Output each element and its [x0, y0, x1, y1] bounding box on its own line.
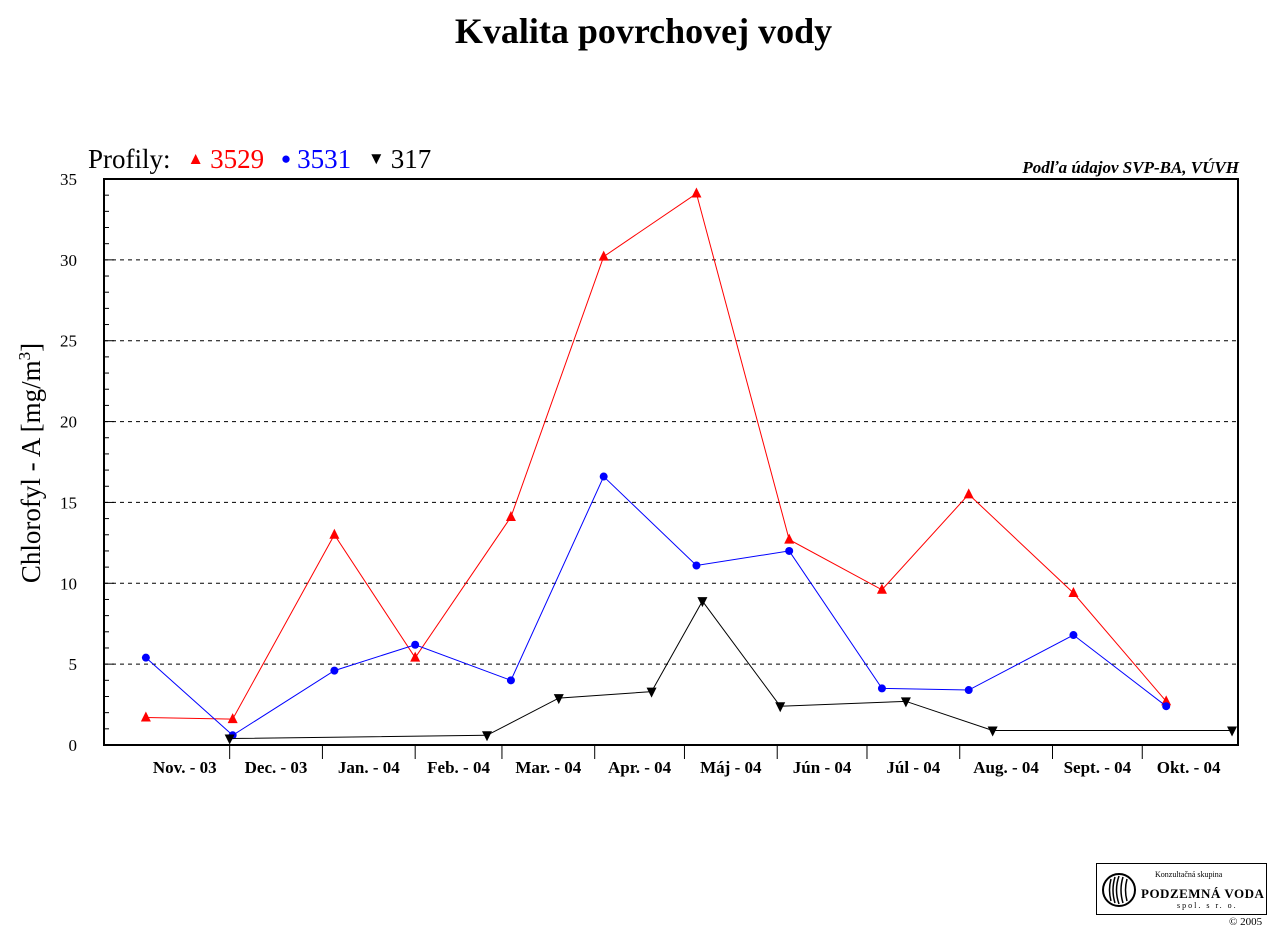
- logo-line1: Konzultačná skupina: [1155, 870, 1223, 879]
- y-tick-label: 20: [60, 413, 77, 432]
- x-tick-label: Mar. - 04: [515, 758, 581, 777]
- data-point-3529: [1068, 586, 1079, 597]
- company-logo: Konzultačná skupina PODZEMNÁ VODA spol. …: [1096, 863, 1267, 915]
- x-tick-label: Jan. - 04: [338, 758, 400, 777]
- legend-item-3531: ● 3531: [281, 144, 351, 175]
- data-point-3531: [964, 686, 973, 695]
- x-tick-label: Dec. - 03: [245, 758, 308, 777]
- x-tick-label: Aug. - 04: [973, 758, 1039, 777]
- data-point-3529: [329, 528, 340, 539]
- data-point-3531: [877, 684, 886, 693]
- series-line-3531: [145, 475, 1167, 736]
- logo-line3: spol. s r. o.: [1177, 901, 1238, 910]
- data-point-3531: [1162, 702, 1171, 711]
- data-point-317: [646, 687, 657, 698]
- data-point-317: [553, 694, 564, 705]
- logo-line2: PODZEMNÁ VODA: [1141, 886, 1265, 901]
- circle-icon: ●: [280, 149, 292, 168]
- y-tick-label: 5: [69, 655, 78, 674]
- x-tick-label: Apr. - 04: [608, 758, 672, 777]
- source-note: Podľa údajov SVP-BA, VÚVH: [1022, 158, 1239, 177]
- legend-prefix: Profily:: [88, 144, 171, 174]
- data-point-317: [481, 731, 492, 742]
- triangle-up-icon: ▲: [187, 149, 205, 168]
- legend-label-317: 317: [390, 144, 432, 174]
- data-point-317: [1227, 726, 1238, 737]
- x-tick-label: Júl - 04: [886, 758, 940, 777]
- data-point-3531: [330, 666, 339, 675]
- data-point-3529: [140, 711, 151, 722]
- copyright: © 2005: [1229, 916, 1263, 928]
- x-tick-label: Máj - 04: [700, 758, 762, 777]
- data-point-3531: [141, 653, 150, 662]
- data-point-3531: [411, 640, 420, 649]
- data-point-3529: [1161, 695, 1172, 706]
- y-tick-label: 15: [60, 493, 77, 512]
- data-point-317: [987, 726, 998, 737]
- x-tick-label: Okt. - 04: [1157, 758, 1221, 777]
- data-point-3531: [599, 472, 608, 481]
- triangle-down-icon: ▼: [367, 149, 385, 168]
- y-tick-label: 35: [60, 170, 77, 189]
- data-point-3529: [876, 583, 887, 594]
- data-point-3531: [1069, 631, 1078, 640]
- legend-item-317: ▼ 317: [368, 144, 431, 175]
- data-point-3531: [785, 546, 794, 555]
- data-point-3529: [784, 533, 795, 544]
- data-point-3531: [692, 561, 701, 570]
- data-point-3529: [598, 250, 609, 261]
- y-tick-label: 25: [60, 332, 77, 351]
- y-tick-label: 10: [60, 574, 77, 593]
- x-tick-label: Nov. - 03: [153, 758, 217, 777]
- series-line-317: [229, 600, 1233, 740]
- data-point-3529: [691, 187, 702, 198]
- x-tick-label: Jún - 04: [793, 758, 852, 777]
- data-point-317: [697, 597, 708, 608]
- x-tick-label: Sept. - 04: [1064, 758, 1132, 777]
- data-point-317: [224, 734, 235, 745]
- data-point-317: [775, 702, 786, 713]
- y-tick-label: 0: [69, 736, 78, 755]
- chart-title: Kvalita povrchovej vody: [454, 11, 833, 51]
- data-point-3529: [227, 713, 238, 724]
- series-line-3529: [145, 192, 1167, 720]
- plot-frame: [103, 178, 1239, 746]
- data-point-3529: [505, 510, 516, 521]
- x-tick-label: Feb. - 04: [427, 758, 490, 777]
- legend-label-3529: 3529: [210, 144, 265, 174]
- legend: Profily: ▲ 3529 ● 3531 ▼ 317: [88, 144, 431, 175]
- data-point-317: [900, 697, 911, 708]
- logo-mark-icon: [1102, 873, 1136, 907]
- y-tick-label: 30: [60, 251, 77, 270]
- legend-item-3529: ▲ 3529: [187, 144, 264, 175]
- legend-label-3531: 3531: [297, 144, 352, 174]
- data-point-3529: [410, 651, 421, 662]
- data-point-3531: [506, 676, 515, 685]
- data-point-3529: [963, 488, 974, 499]
